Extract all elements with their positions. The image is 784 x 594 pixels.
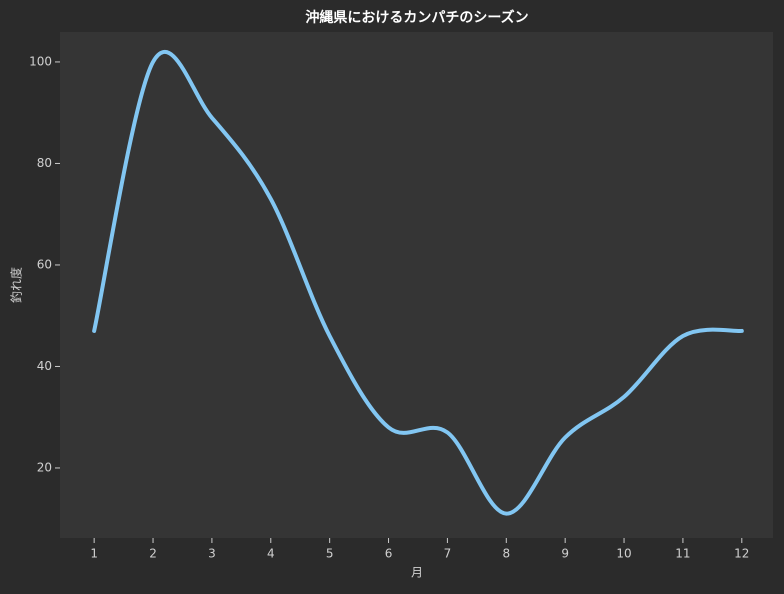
x-tick-label: 2	[149, 547, 157, 561]
x-tick-label: 11	[675, 547, 690, 561]
y-tick-label: 40	[37, 359, 52, 373]
x-tick-label: 6	[385, 547, 393, 561]
x-tick-label: 4	[267, 547, 275, 561]
x-axis-label: 月	[411, 566, 423, 580]
line-series	[92, 50, 744, 516]
x-tick-label: 10	[616, 547, 631, 561]
y-axis-label: 釣れ度	[9, 267, 24, 303]
x-tick-label: 1	[90, 547, 98, 561]
x-tick-label: 9	[561, 547, 569, 561]
chart-title: 沖縄県におけるカンパチのシーズン	[305, 9, 528, 26]
y-tick-label: 20	[37, 460, 52, 474]
x-tick-label: 7	[444, 547, 452, 561]
x-tick-label: 5	[326, 547, 334, 561]
x-tick-label: 8	[502, 547, 510, 561]
y-tick-label: 80	[37, 156, 52, 170]
plot-area	[60, 32, 773, 538]
x-tick-label: 3	[208, 547, 216, 561]
y-tick-label: 60	[37, 257, 52, 271]
y-tick-label: 100	[29, 54, 52, 68]
x-tick-label: 12	[734, 547, 749, 561]
